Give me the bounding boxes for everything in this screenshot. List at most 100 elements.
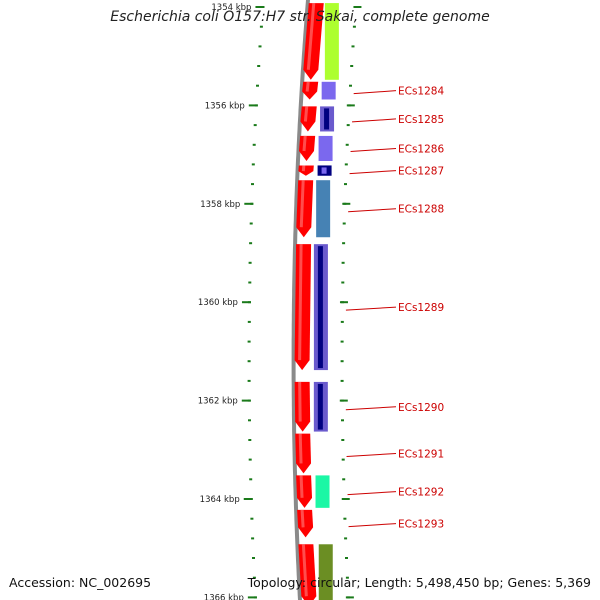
right-tick <box>344 163 348 166</box>
right-tick <box>345 576 349 579</box>
genome-stats-text: Topology: circular; Length: 5,498,450 bp… <box>247 575 591 590</box>
gene-leader-line <box>346 452 397 457</box>
right-tick <box>342 478 346 481</box>
gene-leader-line <box>353 90 397 95</box>
right-tick <box>342 222 346 225</box>
minor-tick <box>257 65 261 67</box>
cds-arrow <box>300 106 317 132</box>
tick-label: 1354 kbp <box>211 3 251 13</box>
minor-tick <box>247 340 251 343</box>
cds-arrow <box>295 433 312 474</box>
gene-bar <box>324 3 339 80</box>
cds-arrow <box>294 244 312 371</box>
gene-bar <box>316 180 331 238</box>
gene-label: ECs1291 <box>398 448 444 460</box>
minor-tick <box>251 163 255 166</box>
gene-bar-inner <box>317 383 323 430</box>
gene-track <box>313 3 339 600</box>
minor-tick <box>253 124 257 127</box>
gene-leader-line <box>345 406 397 411</box>
cds-highlight <box>306 2 316 70</box>
gene-labels: ECs1284 ECs1285 ECs1286 ECs1287 ECs1288 ECs12… <box>345 86 444 531</box>
right-tick <box>346 124 350 127</box>
cds-arrow <box>302 81 319 100</box>
right-tick <box>352 25 356 28</box>
right-tick <box>349 84 352 87</box>
right-tick <box>340 340 344 343</box>
gene-leader-line <box>349 170 397 175</box>
minor-tick <box>249 242 253 245</box>
cds-highlight <box>299 180 305 228</box>
right-tick <box>345 557 348 559</box>
minor-tick <box>252 576 256 579</box>
right-tick <box>340 379 344 382</box>
gene-bar-inner <box>321 167 327 174</box>
gene-label: ECs1289 <box>398 302 444 314</box>
gene-bar <box>318 544 333 600</box>
gene-label: ECs1292 <box>398 487 444 499</box>
tick-label: 1364 kbp <box>200 495 240 505</box>
gene-bar <box>315 475 330 508</box>
gene-label: ECs1286 <box>398 143 444 155</box>
gene-label: ECs1287 <box>398 166 444 178</box>
minor-tick <box>250 517 254 520</box>
tick-label: 1366 kbp <box>204 593 244 600</box>
cds-arrow <box>294 381 311 432</box>
minor-tick <box>252 557 255 559</box>
gene-leader-line <box>348 523 397 528</box>
cds-arrow <box>297 509 314 538</box>
minor-tick <box>251 183 254 186</box>
gene-bar <box>318 135 333 161</box>
right-tick <box>341 281 345 284</box>
tick-label: 1362 kbp <box>198 397 238 407</box>
cds-highlight <box>299 475 304 498</box>
genome-backbone <box>291 0 311 600</box>
minor-tick <box>247 379 251 382</box>
right-tick <box>345 143 349 146</box>
gene-leader-line <box>347 491 397 496</box>
cds-highlight <box>305 81 310 92</box>
right-tick <box>340 360 344 363</box>
gene-label: ECs1284 <box>398 86 444 98</box>
tick-label: 1360 kbp <box>198 298 238 308</box>
tick-label: 1356 kbp <box>205 101 245 111</box>
minor-tick <box>247 360 251 363</box>
minor-tick <box>248 439 252 441</box>
right-tick <box>351 45 355 48</box>
gene-leader-line <box>350 147 397 152</box>
cds-highlight <box>300 509 305 528</box>
gene-leader-line <box>345 306 397 311</box>
cds-highlight <box>302 135 307 152</box>
cds-highlight <box>298 244 303 361</box>
minor-tick <box>248 419 251 422</box>
right-tick <box>342 242 346 245</box>
right-tick <box>344 183 347 186</box>
gene-leader-line <box>352 118 397 123</box>
gene-leader-line <box>348 208 397 213</box>
cds-arrow <box>296 180 314 238</box>
right-tick <box>340 320 344 323</box>
minor-tick <box>249 222 253 225</box>
minor-tick <box>248 458 252 461</box>
right-tick <box>341 261 345 264</box>
minor-tick <box>256 84 259 87</box>
cds-highlight <box>298 381 302 422</box>
gene-bar-inner <box>317 246 323 369</box>
minor-tick <box>252 143 256 146</box>
cds-highlight <box>301 544 308 597</box>
minor-tick <box>249 478 253 481</box>
right-tick <box>341 458 345 461</box>
gene-label: ECs1285 <box>398 114 444 126</box>
gene-label: ECs1290 <box>398 402 444 414</box>
gene-label: ECs1288 <box>398 204 444 216</box>
minor-tick <box>247 320 251 323</box>
cds-arrow <box>299 135 316 161</box>
gene-label: ECs1293 <box>398 519 444 531</box>
right-tick <box>344 537 348 540</box>
accession-text: Accession: NC_002695 <box>9 575 152 590</box>
cds-track <box>294 2 324 600</box>
gene-bar-inner <box>324 108 330 130</box>
minor-tick <box>251 537 255 540</box>
tick-label: 1358 kbp <box>200 200 240 210</box>
